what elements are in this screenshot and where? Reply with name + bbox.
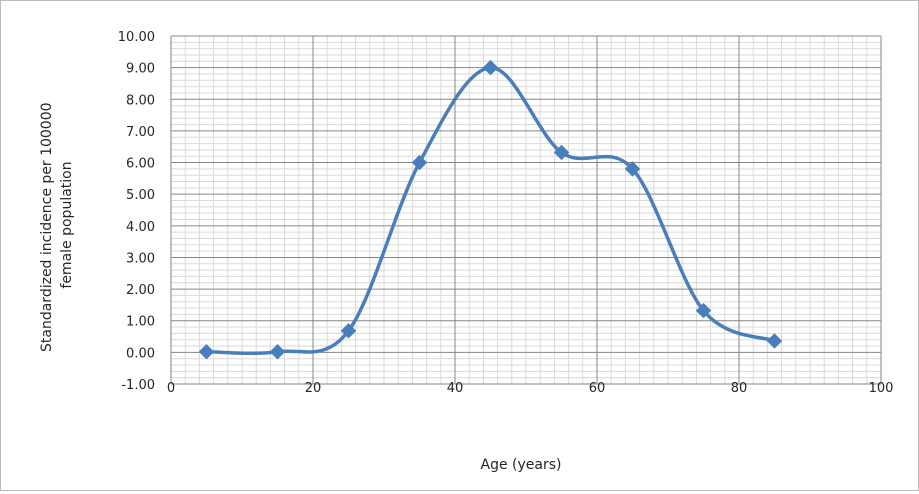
data-point [411, 154, 428, 171]
series-line [204, 65, 777, 356]
grid [170, 35, 882, 385]
y-tick-label: 6.00 [126, 157, 155, 172]
tick-labels: -1.00 0.00 1.00 2.00 3.00 4.00 5.00 6.00 7.00 8.0… [118, 30, 894, 396]
y-tick-label: 1.00 [126, 315, 155, 330]
axes [170, 36, 881, 385]
data-point [269, 344, 286, 360]
y-tick-label: 10.00 [118, 30, 155, 45]
data-point [553, 144, 570, 161]
y-tick-label: 2.00 [126, 283, 155, 298]
y-tick-label: -1.00 [121, 378, 155, 393]
data-points [198, 59, 783, 360]
x-tick-label: 20 [305, 381, 322, 396]
data-point [766, 333, 783, 349]
y-tick-label: 4.00 [126, 220, 155, 235]
data-point [482, 59, 499, 76]
y-tick-label: 7.00 [126, 125, 155, 140]
x-tick-label: 80 [731, 381, 748, 396]
series-line-layer [204, 65, 777, 356]
y-tick-label: 8.00 [126, 93, 155, 108]
data-point [695, 302, 712, 319]
y-axis-title: Standardized incidence per 100000 female… [39, 98, 75, 352]
y-tick-label: 9.00 [126, 62, 155, 77]
y-tick-label: 3.00 [126, 251, 155, 266]
x-tick-label: 100 [869, 381, 894, 396]
data-point [340, 323, 357, 339]
y-axis-title-line-1: Standardized incidence per 100000 [39, 102, 55, 352]
y-tick-label: 5.00 [126, 188, 155, 203]
x-tick-label: 0 [167, 381, 175, 396]
x-tick-label: 60 [589, 381, 606, 396]
data-point [624, 161, 641, 177]
y-axis-title-line-2: female population [59, 161, 75, 288]
x-tick-label: 40 [447, 381, 464, 396]
y-tick-label: 0.00 [126, 346, 155, 361]
data-point [198, 344, 215, 360]
x-axis-title: Age (years) [481, 457, 562, 473]
